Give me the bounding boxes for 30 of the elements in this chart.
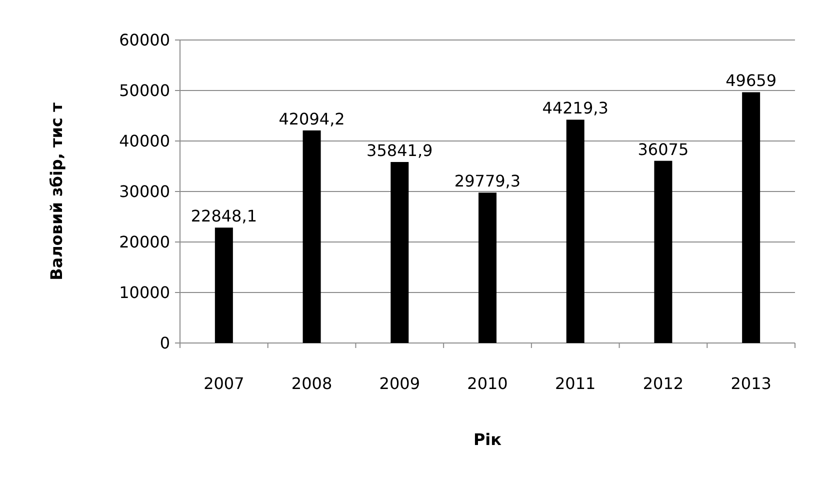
data-label: 44219,3 [542, 98, 608, 118]
bar [390, 162, 409, 343]
bar [654, 160, 672, 343]
y-tick-label: 40000 [119, 132, 170, 151]
y-tick-label: 20000 [119, 232, 170, 252]
data-label: 42094,2 [278, 109, 345, 128]
x-tick-label: 2009 [379, 374, 420, 393]
bar [214, 228, 233, 343]
y-tick-label: 30000 [119, 182, 170, 202]
data-label: 36075 [638, 140, 689, 159]
x-tick-label: 2008 [291, 374, 332, 393]
bar [742, 92, 760, 343]
data-label: 35841,9 [366, 141, 433, 160]
x-tick-label: 2010 [467, 374, 508, 393]
y-axis-title: Валовий збір, тис т [47, 102, 66, 280]
y-tick-label: 10000 [119, 283, 170, 302]
x-axis-title: Рік [473, 430, 502, 449]
bar [478, 192, 496, 343]
x-tick-label: 2011 [555, 374, 596, 393]
data-label: 49659 [726, 71, 777, 90]
data-label: 22848,1 [190, 206, 258, 226]
y-tick-label: 60000 [119, 30, 170, 50]
x-tick-label: 2007 [204, 374, 244, 393]
data-label: 29779,3 [454, 172, 521, 191]
x-tick-label: 2013 [730, 374, 772, 393]
x-tick-label: 2012 [642, 374, 684, 393]
bar [566, 120, 584, 343]
bar [302, 130, 321, 343]
y-tick-label: 50000 [119, 81, 170, 100]
y-tick-label: 0 [160, 334, 170, 353]
